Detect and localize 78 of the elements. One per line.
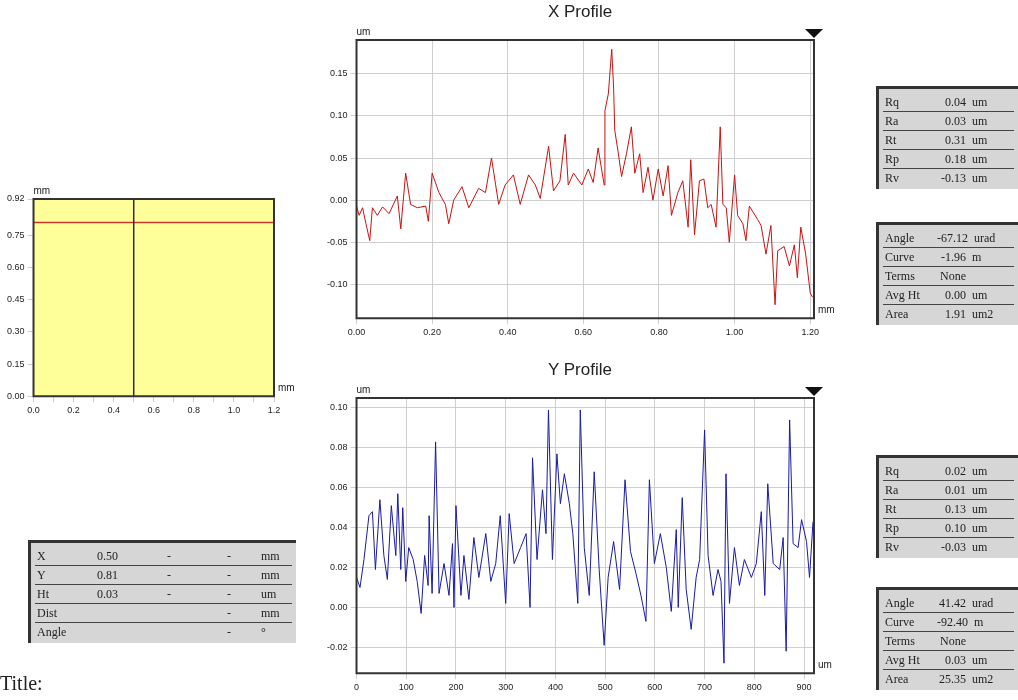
x-axis-title: mm [278, 381, 295, 393]
text: Angle 41.42 urad [885, 596, 994, 610]
text: Rt 0.13 um [885, 502, 988, 516]
y-tick-label: -0.02 [327, 641, 348, 652]
y-tick-label: 0.00 [329, 601, 348, 612]
x-tick-label: 0 [354, 682, 360, 693]
text: X 0.50 - - mm [37, 549, 280, 563]
x-tick-label: 0.60 [574, 327, 593, 338]
y-tick-label: 0.30 [6, 326, 25, 337]
y-tick-label: 0.75 [6, 229, 25, 240]
x-tick-label: 500 [597, 682, 613, 693]
text: Rv -0.03 um [885, 540, 988, 554]
text: Rp 0.18 um [885, 152, 988, 166]
text: Ht 0.03 - - um [37, 587, 277, 601]
text: Rv -0.13 um [885, 171, 988, 185]
y-tick-label: 0.10 [329, 402, 348, 413]
y-tick-label: 0.08 [329, 442, 348, 453]
x-tick-label: 0.40 [498, 327, 517, 338]
y-tick-label: 0.10 [329, 110, 348, 121]
x-tick-label: 900 [796, 682, 812, 693]
text: Avg Ht 0.03 um [885, 653, 988, 667]
x-tick-label: 0.00 [347, 327, 366, 338]
x-axis-title: mm [818, 303, 835, 315]
x-tick-label: 0.80 [650, 327, 668, 338]
y-tick-label: 0.92 [6, 193, 25, 204]
text: Dist - mm [37, 606, 280, 620]
text: Ra 0.01 um [885, 483, 988, 497]
x-tick-label: 0.0 [27, 405, 40, 416]
text: Avg Ht 0.00 um [885, 288, 988, 302]
x-tick-label: 600 [647, 682, 663, 693]
x-tick-label: 100 [398, 682, 414, 693]
text: Area 1.91 um2 [885, 307, 994, 321]
y-tick-label: 0.45 [6, 294, 25, 305]
x-tick-label: 0.8 [187, 405, 201, 416]
x-tick-label: 700 [697, 682, 713, 693]
text: Angle -67.12 urad [885, 231, 996, 245]
y-tick-label: 0.00 [329, 194, 348, 205]
chart-title: X Profile [546, 1, 614, 23]
x-tick-label: 0.6 [147, 405, 161, 416]
y-tick-label: -0.10 [327, 278, 348, 289]
x-tick-label: 1.0 [227, 405, 241, 416]
text: Rq 0.02 um [885, 464, 988, 478]
x-tick-label: 0.2 [67, 405, 80, 416]
y-tick-label: 0.00 [6, 390, 25, 401]
text: Angle - ° [37, 625, 266, 639]
y-tick-label: 0.06 [329, 482, 348, 493]
y-axis-title: mm [33, 184, 51, 196]
y-tick-label: 0.15 [329, 68, 348, 79]
y-tick-label: 0.15 [6, 358, 25, 369]
y-axis-title: um [356, 25, 371, 37]
x-tick-label: 300 [498, 682, 514, 693]
x-tick-label: 800 [746, 682, 762, 693]
text: Title: [0, 672, 43, 694]
text: Rq 0.04 um [885, 95, 988, 109]
y-tick-label: 0.02 [329, 561, 348, 572]
x-tick-label: 0.20 [423, 327, 441, 338]
y-tick-label: -0.05 [327, 236, 348, 247]
y-tick-label: 0.05 [329, 152, 348, 163]
chart-title: Y Profile [547, 359, 613, 381]
x-tick-label: 200 [448, 682, 464, 693]
text: Curve -1.96 m [885, 250, 982, 264]
text: Terms None [885, 634, 966, 648]
text: Y 0.81 - - mm [37, 568, 280, 582]
text: Rt 0.31 um [885, 133, 988, 147]
y-tick-label: 0.04 [329, 522, 348, 533]
text: Terms None [885, 269, 966, 283]
x-tick-label: 1.00 [725, 327, 744, 338]
text: Area 25.35 um2 [885, 672, 994, 686]
x-axis-title: um [818, 658, 832, 670]
x-tick-label: 0.4 [107, 405, 120, 416]
text: Rp 0.10 um [885, 521, 988, 535]
y-tick-label: 0.60 [6, 262, 25, 273]
y-axis-title: um [356, 383, 371, 395]
x-tick-label: 400 [547, 682, 563, 693]
text: Curve -92.40 m [885, 615, 984, 629]
x-tick-label: 1.2 [267, 405, 281, 416]
text: Ra 0.03 um [885, 114, 988, 128]
x-tick-label: 1.20 [801, 327, 819, 338]
